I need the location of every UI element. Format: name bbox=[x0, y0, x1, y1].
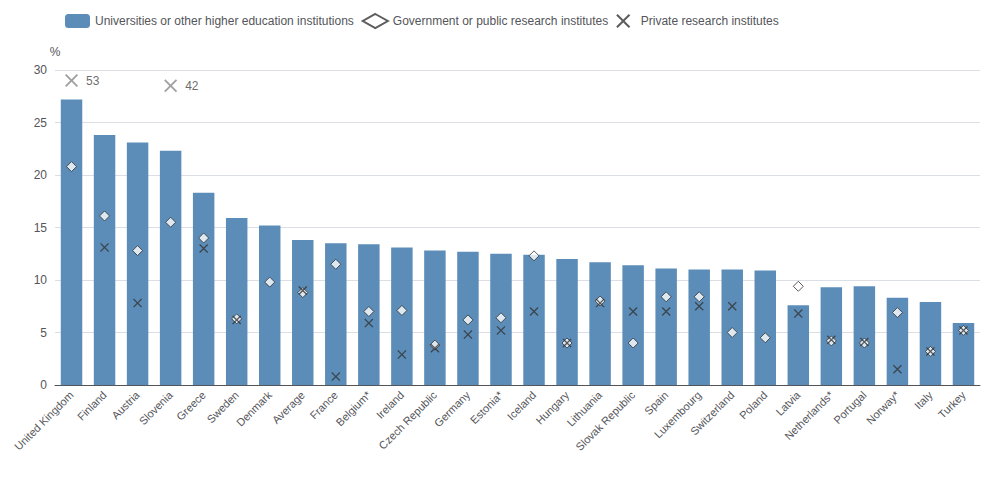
svg-text:42: 42 bbox=[185, 79, 199, 93]
svg-text:Iceland: Iceland bbox=[504, 388, 539, 423]
svg-text:Universities or other higher e: Universities or other higher education i… bbox=[95, 14, 354, 28]
svg-text:Private research institutes: Private research institutes bbox=[641, 14, 779, 28]
svg-text:Ireland: Ireland bbox=[374, 389, 406, 421]
svg-text:0: 0 bbox=[40, 378, 47, 392]
svg-text:30: 30 bbox=[34, 63, 48, 77]
svg-text:Latvia: Latvia bbox=[773, 388, 803, 418]
svg-text:20: 20 bbox=[34, 168, 48, 182]
svg-text:Germany: Germany bbox=[432, 388, 473, 429]
svg-text:Portugal: Portugal bbox=[831, 389, 868, 426]
svg-text:Lithuania: Lithuania bbox=[564, 388, 605, 429]
svg-text:Greece: Greece bbox=[174, 389, 208, 423]
svg-text:Hungary: Hungary bbox=[533, 388, 572, 427]
svg-text:%: % bbox=[50, 45, 61, 59]
svg-text:Denmark: Denmark bbox=[234, 388, 274, 428]
svg-text:Estonia*: Estonia* bbox=[468, 388, 506, 426]
svg-text:Slovak Republic: Slovak Republic bbox=[573, 388, 638, 453]
svg-text:25: 25 bbox=[34, 116, 48, 130]
svg-text:Slovenia: Slovenia bbox=[137, 388, 176, 427]
svg-text:15: 15 bbox=[34, 221, 48, 235]
svg-text:5: 5 bbox=[40, 326, 47, 340]
svg-text:Italy: Italy bbox=[912, 388, 935, 411]
svg-text:Czech Republic: Czech Republic bbox=[376, 388, 439, 451]
svg-text:United Kingdom: United Kingdom bbox=[12, 389, 76, 453]
svg-text:Belgium*: Belgium* bbox=[334, 388, 374, 428]
svg-text:Netherlands*: Netherlands* bbox=[782, 388, 836, 442]
svg-text:Sweden: Sweden bbox=[204, 388, 241, 426]
svg-text:France: France bbox=[307, 389, 340, 422]
svg-text:Government or public research: Government or public research institutes bbox=[393, 14, 608, 28]
svg-text:Finland: Finland bbox=[75, 389, 109, 423]
svg-text:Average: Average bbox=[270, 389, 307, 426]
svg-text:Poland: Poland bbox=[737, 389, 770, 422]
svg-text:Switzerland: Switzerland bbox=[688, 389, 737, 438]
svg-text:Norway*: Norway* bbox=[864, 388, 902, 426]
svg-text:Luxembourg: Luxembourg bbox=[651, 388, 704, 441]
svg-text:53: 53 bbox=[86, 74, 100, 88]
svg-text:Spain: Spain bbox=[642, 389, 670, 417]
svg-text:Austria: Austria bbox=[109, 388, 142, 422]
svg-text:Turkey: Turkey bbox=[936, 388, 968, 420]
svg-text:10: 10 bbox=[34, 273, 48, 287]
